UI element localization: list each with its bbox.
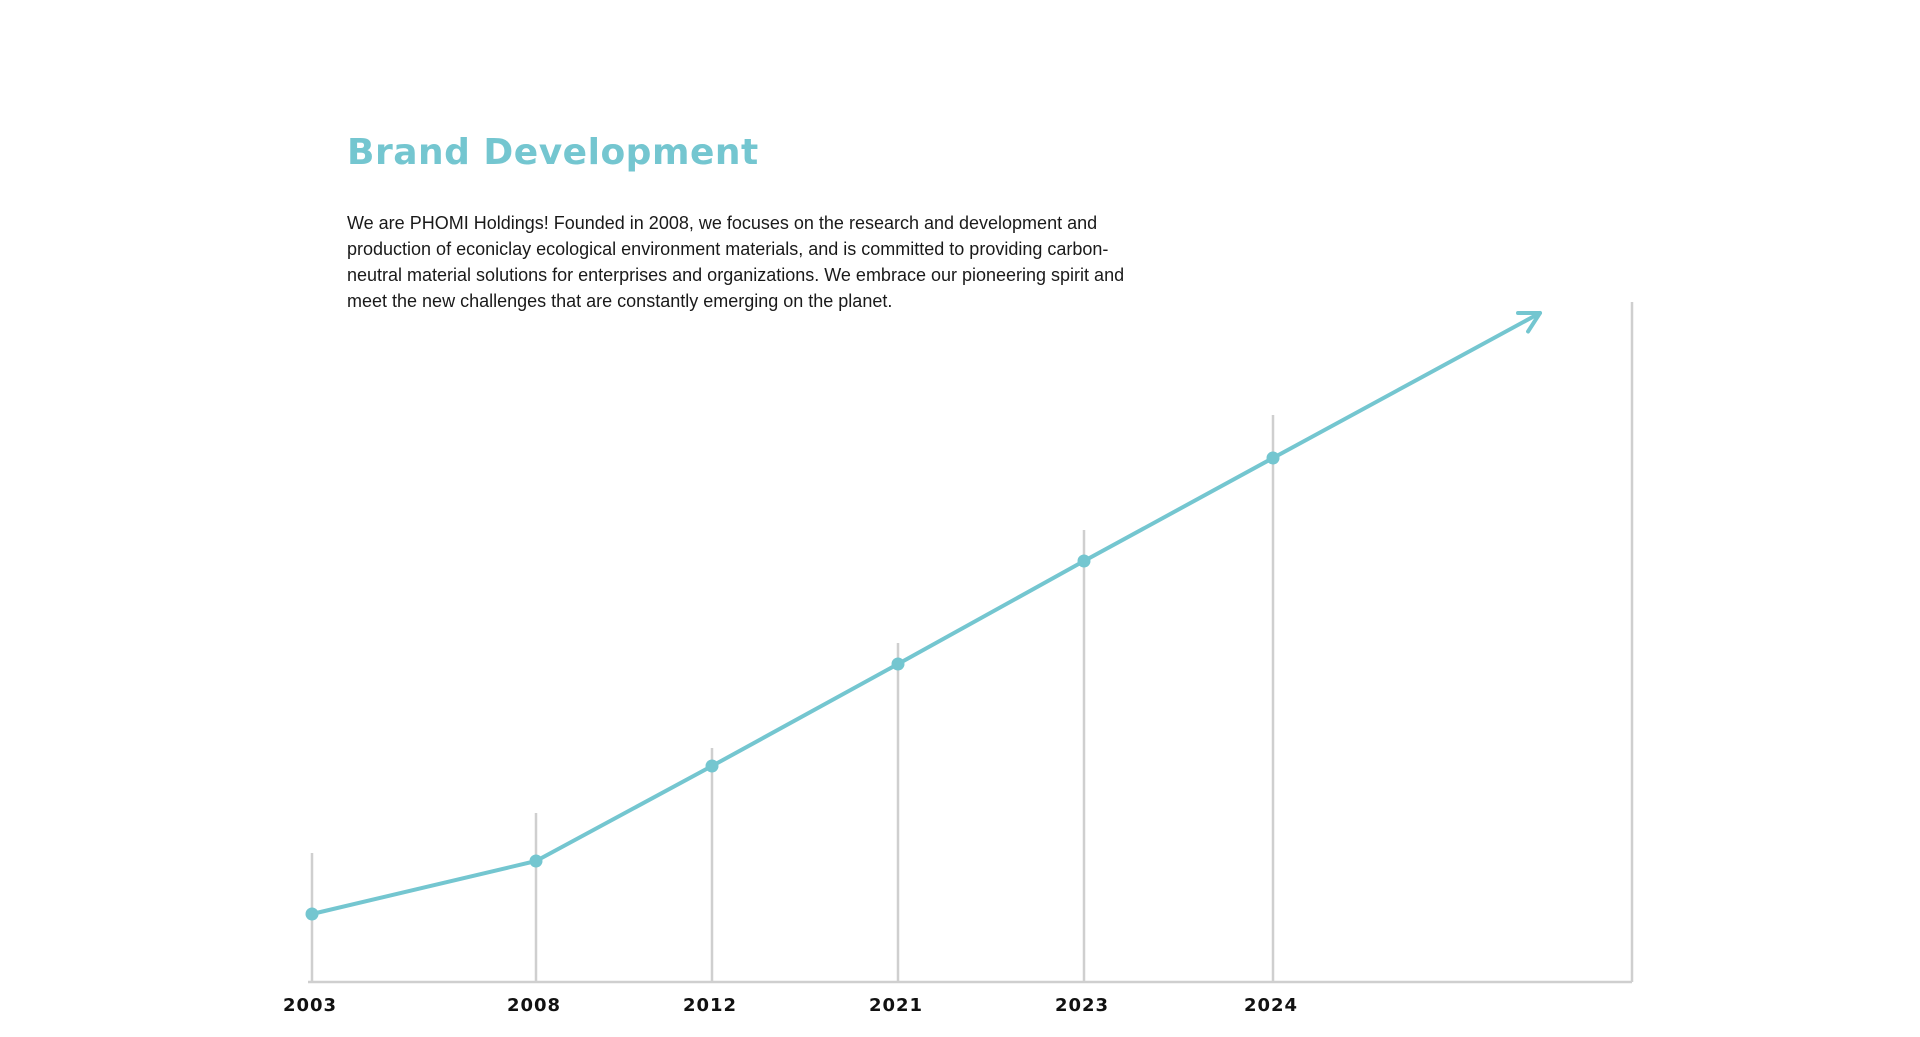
data-points (305, 451, 1280, 921)
x-tick-label: 2003 (283, 995, 337, 1016)
data-point-2021 (891, 657, 905, 671)
series-line (310, 456, 1275, 916)
data-point-2012 (705, 759, 719, 773)
page-title: Brand Development (347, 132, 759, 173)
trend-arrow-icon (1516, 310, 1542, 334)
data-point-2003 (305, 907, 319, 921)
data-point-2008 (529, 854, 543, 868)
data-point-2024 (1266, 451, 1280, 465)
x-tick-label: 2012 (683, 995, 737, 1016)
x-tick-label: 2021 (869, 995, 923, 1016)
x-tick-labels: 2003 2008 2012 2021 2023 2024 (283, 995, 1298, 1016)
x-tick-label: 2024 (1244, 995, 1298, 1016)
drop-lines (310, 415, 1275, 982)
intro-paragraph: We are PHOMI Holdings! Founded in 2008, … (347, 213, 1125, 311)
data-point-2023 (1077, 554, 1091, 568)
x-tick-label: 2008 (507, 995, 561, 1016)
x-tick-label: 2023 (1055, 995, 1109, 1016)
trend-arrow-shaft (1271, 311, 1542, 460)
